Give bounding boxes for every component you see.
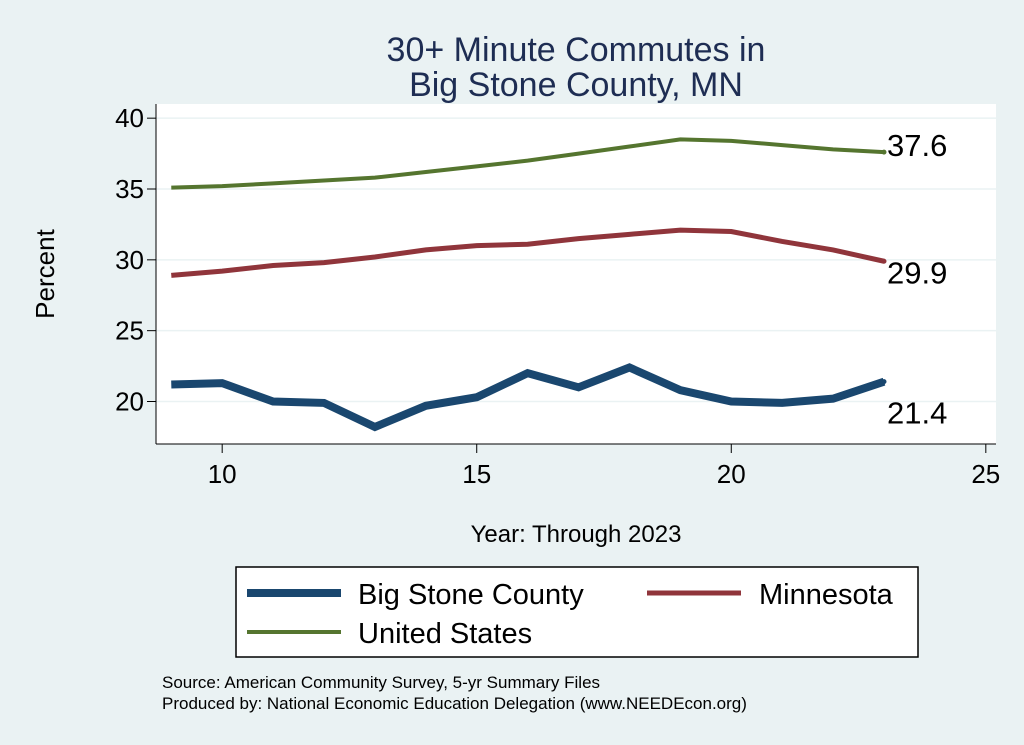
chart-title-line-1: 30+ Minute Commutes in [387,31,766,69]
series-line-minnesota [171,227,885,278]
end-label-big-stone-county: 21.4 [887,396,947,431]
y-tick-label-35: 35 [115,174,144,204]
chart-title-line-2: Big Stone County, MN [409,66,743,104]
x-axis-ticks: 10 15 20 25 [208,444,1000,489]
legend-label-united-states: United States [358,618,532,650]
series-line-big-stone-county [171,363,886,432]
legend-label-big-stone-county: Big Stone County [358,579,584,611]
source-note: Source: American Community Survey, 5-yr … [162,673,600,692]
x-tick-label-15: 15 [462,459,491,489]
x-tick-label-20: 20 [717,459,746,489]
series-endpoint-big-stone-county [881,379,887,385]
produced-by-note: Produced by: National Economic Education… [162,694,747,713]
y-tick-label-30: 30 [115,245,144,275]
series-lines [171,137,887,432]
legend-label-minnesota: Minnesota [759,579,894,611]
y-tick-label-25: 25 [115,316,144,346]
series-endpoint-united-states [881,149,887,155]
y-tick-label-20: 20 [115,387,144,417]
end-labels: 21.4 29.9 37.6 [887,128,947,431]
x-tick-label-25: 25 [971,459,1000,489]
end-label-minnesota: 29.9 [887,255,947,290]
end-label-united-states: 37.6 [887,128,947,163]
legend-box [235,566,919,658]
y-axis-ticks: 20 25 30 35 40 [115,103,156,417]
y-tick-label-40: 40 [115,103,144,133]
series-endpoint-minnesota [881,258,887,264]
series-line-united-states [171,137,885,190]
x-axis-label: Year: Through 2023 [471,521,682,548]
y-axis-label: Percent [30,228,60,318]
x-tick-label-10: 10 [208,459,237,489]
